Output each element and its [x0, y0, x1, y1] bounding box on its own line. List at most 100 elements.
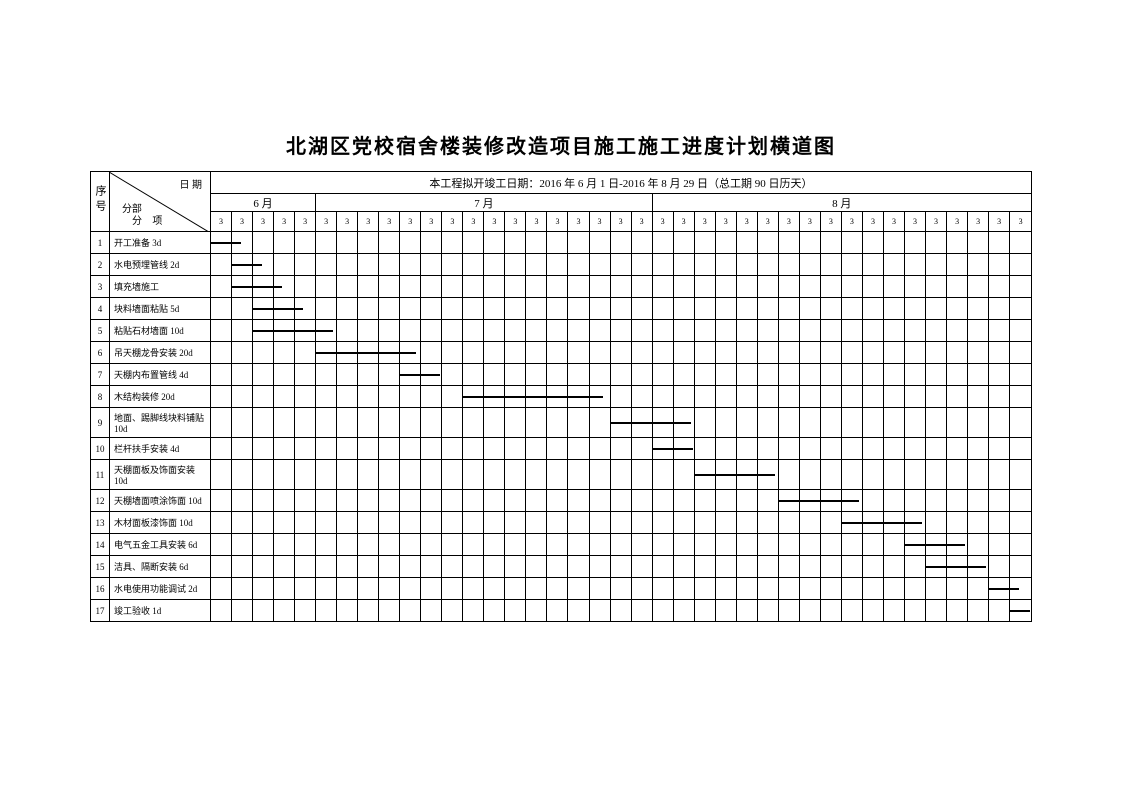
gantt-cell — [968, 364, 989, 386]
gantt-cell — [652, 364, 673, 386]
gantt-cell — [442, 320, 463, 342]
gantt-cell — [631, 364, 652, 386]
gantt-cell — [379, 232, 400, 254]
gantt-cell — [841, 408, 862, 438]
task-name: 地面、踢脚线块料铺贴 10d — [109, 408, 210, 438]
gantt-cell — [1010, 512, 1032, 534]
gantt-cell — [757, 254, 778, 276]
gantt-cell — [526, 298, 547, 320]
gantt-cell — [652, 490, 673, 512]
gantt-cell — [694, 342, 715, 364]
gantt-cell — [526, 556, 547, 578]
gantt-cell — [610, 320, 631, 342]
gantt-cell — [526, 342, 547, 364]
task-name: 水电使用功能调试 2d — [109, 578, 210, 600]
gantt-cell — [589, 438, 610, 460]
gantt-cell — [589, 364, 610, 386]
gantt-cell — [989, 408, 1010, 438]
gantt-cell — [210, 490, 231, 512]
gantt-cell — [358, 254, 379, 276]
gantt-cell — [568, 490, 589, 512]
gantt-cell — [421, 438, 442, 460]
gantt-cell — [316, 512, 337, 534]
gantt-cell — [463, 600, 484, 622]
task-seq: 4 — [91, 298, 110, 320]
day-header: 3 — [778, 212, 799, 232]
gantt-cell — [968, 232, 989, 254]
day-header: 3 — [337, 212, 358, 232]
chart-title: 北湖区党校宿舍楼装修改造项目施工施工进度计划横道图 — [90, 130, 1032, 159]
gantt-cell — [610, 534, 631, 556]
gantt-cell — [1010, 342, 1032, 364]
task-name: 天棚内布置管线 4d — [109, 364, 210, 386]
gantt-cell — [274, 232, 295, 254]
gantt-cell — [358, 276, 379, 298]
task-seq: 5 — [91, 320, 110, 342]
gantt-cell — [210, 578, 231, 600]
gantt-cell — [253, 556, 274, 578]
gantt-cell — [568, 512, 589, 534]
gantt-cell — [778, 512, 799, 534]
gantt-cell — [316, 386, 337, 408]
gantt-cell — [274, 600, 295, 622]
gantt-cell — [694, 386, 715, 408]
gantt-cell — [694, 320, 715, 342]
gantt-cell — [694, 600, 715, 622]
gantt-cell — [799, 578, 820, 600]
gantt-cell — [379, 512, 400, 534]
gantt-cell — [463, 578, 484, 600]
task-row: 11天棚面板及饰面安装 10d — [91, 460, 1032, 490]
gantt-cell — [904, 534, 925, 556]
gantt-cell — [274, 490, 295, 512]
gantt-cell — [631, 438, 652, 460]
gantt-cell — [715, 364, 736, 386]
gantt-cell — [337, 254, 358, 276]
gantt-cell — [421, 534, 442, 556]
gantt-cell — [610, 490, 631, 512]
gantt-cell — [989, 556, 1010, 578]
gantt-cell — [274, 342, 295, 364]
gantt-bar — [1010, 610, 1030, 612]
gantt-cell — [715, 254, 736, 276]
gantt-cell — [316, 276, 337, 298]
day-header: 3 — [799, 212, 820, 232]
gantt-cell — [295, 254, 316, 276]
gantt-cell — [631, 342, 652, 364]
gantt-cell — [210, 460, 231, 490]
gantt-cell — [358, 556, 379, 578]
gantt-cell — [1010, 408, 1032, 438]
gantt-cell — [862, 232, 883, 254]
gantt-cell — [253, 364, 274, 386]
header-subtitle: 本工程拟开竣工日期：2016 年 6 月 1 日-2016 年 8 月 29 日… — [210, 172, 1031, 194]
gantt-cell — [631, 254, 652, 276]
gantt-cell — [568, 298, 589, 320]
gantt-cell — [841, 386, 862, 408]
gantt-cell — [926, 386, 947, 408]
task-row: 6吊天棚龙骨安装 20d — [91, 342, 1032, 364]
gantt-cell — [421, 320, 442, 342]
header-diagonal: 日 期 分部 分 项 — [109, 172, 210, 232]
gantt-cell — [841, 600, 862, 622]
gantt-cell — [295, 342, 316, 364]
gantt-cell — [210, 534, 231, 556]
gantt-cell — [904, 320, 925, 342]
gantt-cell — [358, 364, 379, 386]
gantt-cell — [904, 342, 925, 364]
gantt-cell — [610, 408, 631, 438]
gantt-cell — [274, 512, 295, 534]
gantt-cell — [463, 364, 484, 386]
day-header: 3 — [883, 212, 904, 232]
task-row: 3填充墙施工 — [91, 276, 1032, 298]
gantt-cell — [989, 600, 1010, 622]
gantt-cell — [926, 408, 947, 438]
gantt-cell — [947, 408, 968, 438]
gantt-cell — [757, 512, 778, 534]
gantt-cell — [231, 534, 252, 556]
gantt-cell — [926, 254, 947, 276]
gantt-cell — [463, 254, 484, 276]
gantt-cell — [526, 578, 547, 600]
gantt-cell — [778, 386, 799, 408]
task-name: 水电预埋管线 2d — [109, 254, 210, 276]
gantt-cell — [253, 490, 274, 512]
gantt-cell — [989, 512, 1010, 534]
